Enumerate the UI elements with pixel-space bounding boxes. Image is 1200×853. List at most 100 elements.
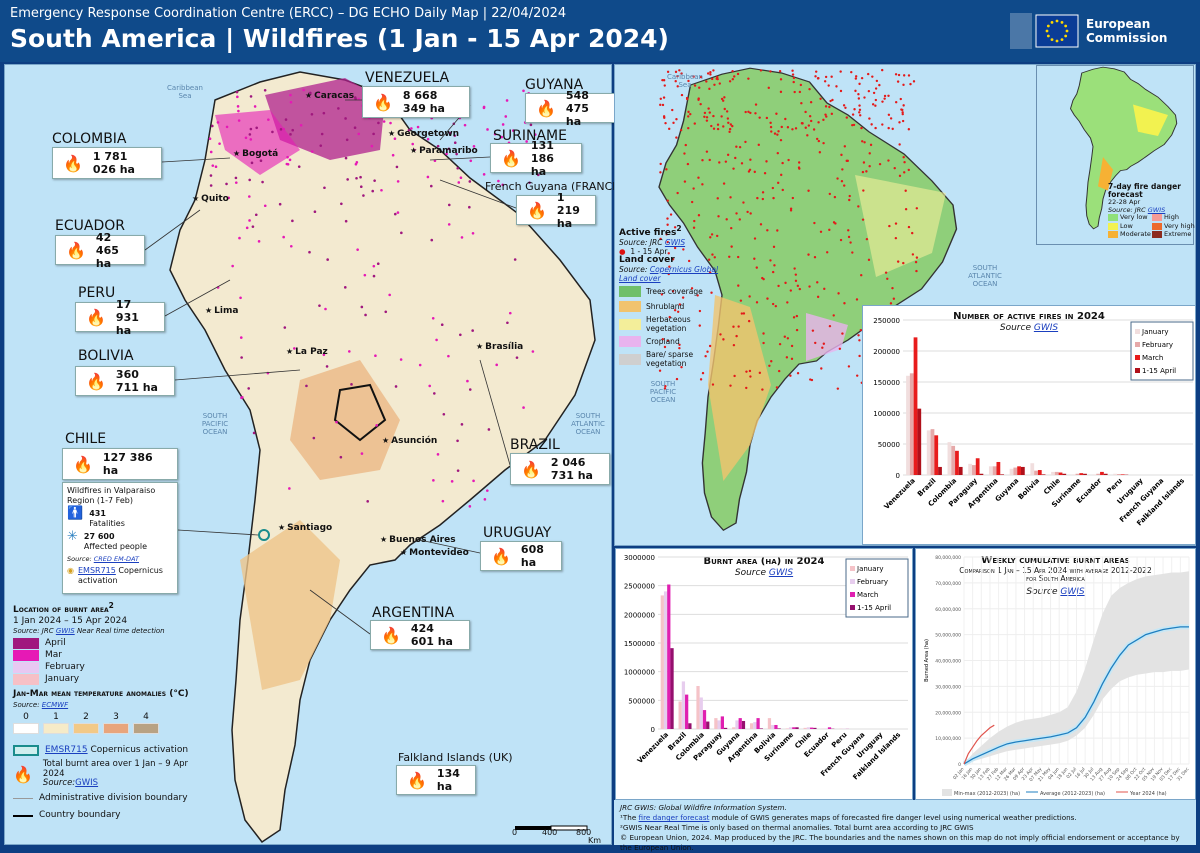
fire-danger-forecast-link[interactable]: fire danger forecast	[639, 813, 710, 822]
burnt-area-dot	[400, 232, 403, 235]
y-tick-label: 2500000	[624, 583, 655, 591]
burnt-area-callout-colombia[interactable]: 🔥1 781 026 ha	[52, 147, 162, 179]
ecmwf-link[interactable]: ECMWF	[42, 701, 68, 709]
burnt-area-callout-falklands[interactable]: 🔥134 ha	[396, 765, 476, 795]
active-fire-dot	[905, 208, 907, 210]
cred-emdat-link[interactable]: CRED EM-DAT	[94, 555, 139, 563]
active-fire-dot	[863, 96, 865, 98]
active-fire-dot	[856, 374, 858, 376]
source-label: Source:	[67, 555, 92, 563]
burnt-area-callout-brazil[interactable]: 🔥2 046 731 ha	[510, 453, 610, 485]
bar-february	[1034, 471, 1038, 475]
bar-1-15-april	[959, 467, 963, 475]
burnt-area-dot	[417, 126, 420, 129]
city-label: Caracas	[305, 91, 354, 101]
gwis-link[interactable]: GWIS	[665, 238, 685, 247]
burnt-area-dot	[364, 314, 367, 317]
bar-february	[1076, 474, 1080, 475]
ocean-label-pacific: SOUTH PACIFIC OCEAN	[190, 412, 240, 436]
active-fire-dot	[781, 126, 783, 128]
burnt-area-dot	[344, 117, 347, 120]
burnt-area-dot	[250, 128, 253, 131]
bar-1-15-april	[795, 727, 798, 729]
danger-label: High	[1164, 214, 1179, 222]
gwis-link[interactable]: GWIS	[1148, 206, 1166, 214]
fatalities-label: Fatalities	[89, 519, 125, 528]
burnt-area-dot	[240, 356, 243, 359]
emsr715-link[interactable]: EMSR715	[78, 566, 116, 575]
active-fire-dot	[701, 159, 703, 161]
active-fire-dot	[784, 118, 786, 120]
admin-boundary-label: Administrative division boundary	[39, 793, 188, 804]
burnt-area-dot	[249, 138, 252, 141]
active-fire-dot	[902, 120, 904, 122]
active-fire-dot	[868, 259, 870, 261]
active-fire-dot	[706, 119, 708, 121]
active-fire-dot	[772, 303, 774, 305]
gwis-link[interactable]: GWIS	[56, 627, 75, 635]
burnt-area-dot	[348, 350, 351, 353]
burnt-area-callout-argentina[interactable]: 🔥424 601 ha	[370, 620, 470, 650]
burnt-total-label: Total burnt area over 1 Jan – 9 Apr 2024	[43, 759, 188, 779]
burnt-area-callout-french-guyana[interactable]: 🔥1 219 ha	[516, 195, 596, 225]
active-fire-dot	[915, 261, 917, 263]
active-fire-dot	[790, 289, 792, 291]
burnt-area-dot	[457, 469, 460, 472]
active-fire-dot	[861, 140, 863, 142]
active-fire-dot	[846, 160, 848, 162]
burnt-area-callout-bolivia[interactable]: 🔥360 711 ha	[75, 366, 175, 396]
x-tick-label: Bolivia	[1017, 477, 1042, 502]
active-fire-dot	[862, 218, 864, 220]
burnt-area-callout-chile[interactable]: 🔥127 386 ha	[62, 448, 178, 480]
active-fire-dot	[873, 92, 875, 94]
active-fire-dot	[839, 70, 841, 72]
burnt-area-callout-uruguay[interactable]: 🔥608 ha	[480, 541, 562, 571]
y-tick-label: 30,000,000	[935, 684, 961, 690]
active-fire-dot	[681, 94, 683, 96]
burnt-area-dot	[248, 179, 251, 182]
burnt-area-dot	[289, 94, 292, 97]
active-fire-dot	[759, 372, 761, 374]
emsr715-link[interactable]: EMSR715	[45, 745, 88, 755]
active-fire-dot	[762, 278, 764, 280]
y-tick-label: 50,000,000	[935, 633, 961, 639]
active-fire-dot	[825, 76, 827, 78]
danger-swatch	[1152, 223, 1162, 230]
active-fire-dot	[867, 73, 869, 75]
burnt-area-dot	[461, 423, 464, 426]
temp-legend-item: 2	[73, 712, 99, 738]
burnt-area-dot	[448, 223, 451, 226]
active-fire-dot	[858, 339, 860, 341]
burnt-area-dot	[252, 225, 255, 228]
active-fire-dot	[697, 99, 699, 101]
active-fire-dot	[843, 104, 845, 106]
burnt-area-callout-peru[interactable]: 🔥17 931 ha	[75, 302, 165, 332]
burnt-area-callout-guyana[interactable]: 🔥548 475 ha	[525, 93, 615, 123]
active-fire-dot	[720, 115, 722, 117]
city-label: Santiago	[278, 523, 332, 533]
active-fire-dot	[760, 223, 762, 225]
burnt-area-dot	[437, 453, 440, 456]
active-fire-dot	[908, 226, 910, 228]
active-fire-dot	[661, 79, 663, 81]
active-fire-dot	[815, 70, 817, 72]
active-fire-dot	[816, 138, 818, 140]
active-fire-dot	[770, 126, 772, 128]
gwis-link[interactable]: GWIS	[75, 778, 98, 788]
active-fire-dot	[805, 127, 807, 129]
bar-march	[934, 435, 938, 475]
burnt-area-dot	[486, 128, 489, 131]
footnote-text: module of GWIS generates maps of forecas…	[712, 813, 1077, 822]
burnt-area-callout-ecuador[interactable]: 🔥42 465 ha	[55, 235, 145, 265]
burnt-area-callout-suriname[interactable]: 🔥131 186 ha	[490, 143, 582, 173]
active-fire-dot	[855, 77, 857, 79]
active-fire-dot	[722, 125, 724, 127]
active-fire-dot	[808, 285, 810, 287]
footnote-ref: 2	[676, 224, 681, 233]
active-fire-dot	[704, 112, 706, 114]
active-fire-dot	[692, 187, 694, 189]
scale-unit: Km	[588, 836, 601, 845]
active-fire-dot	[781, 162, 783, 164]
burnt-area-dot	[350, 383, 353, 386]
burnt-area-callout-venezuela[interactable]: 🔥8 668 349 ha	[362, 86, 470, 118]
